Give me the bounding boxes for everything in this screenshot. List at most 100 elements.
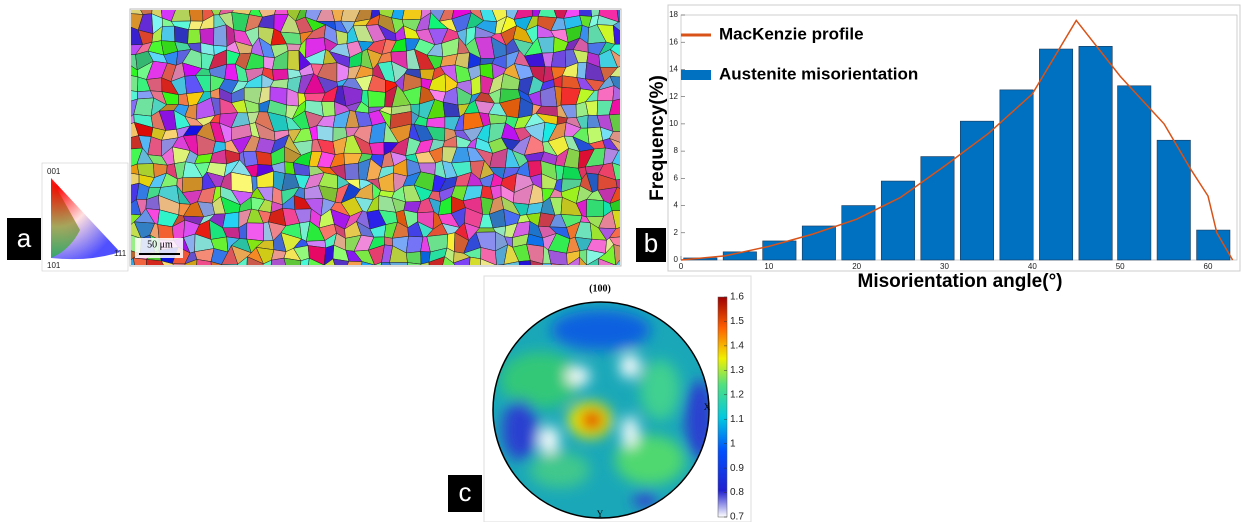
- bar: [802, 226, 835, 260]
- colorbar-tick-label: 0.7: [730, 512, 744, 522]
- colorbar: [718, 297, 727, 517]
- grain: [623, 257, 637, 274]
- legend-label: Austenite misorientation: [719, 64, 918, 83]
- grain: [322, 102, 335, 117]
- grain: [551, 50, 566, 67]
- x-tick-label: 50: [1116, 262, 1125, 271]
- y-tick-label: 12: [669, 92, 678, 101]
- colorbar-tick-label: 1.2: [730, 389, 744, 400]
- y-tick-label: 14: [669, 65, 678, 74]
- grain: [122, 55, 138, 70]
- ipf-label: 101: [47, 261, 61, 270]
- bar: [842, 206, 875, 260]
- ipf-label: 001: [47, 167, 61, 176]
- grain: [622, 165, 640, 180]
- colorbar-tick-label: 1.1: [730, 414, 744, 425]
- grain: [406, 236, 423, 253]
- grain: [621, 38, 642, 57]
- grain: [223, 212, 239, 228]
- grain: [624, 14, 643, 33]
- colorbar-tick-label: 1.5: [730, 316, 744, 327]
- grain: [627, 76, 638, 93]
- grain: [624, 191, 642, 198]
- grain: [256, 151, 272, 165]
- grain: [284, 258, 301, 277]
- grain: [384, 237, 393, 246]
- grain: [402, 1, 423, 20]
- colorbar-tick-label: 1.6: [730, 292, 744, 303]
- grain: [625, 98, 637, 115]
- y-axis-label: Frequency(%): [647, 75, 668, 201]
- panel-label: b: [644, 228, 658, 258]
- bar: [921, 157, 954, 260]
- bar: [1118, 86, 1151, 260]
- legend-label: MacKenzie profile: [719, 24, 864, 43]
- bar: [1079, 46, 1112, 260]
- grain: [200, 28, 214, 45]
- grain: [538, 5, 557, 18]
- grain: [623, 137, 635, 152]
- bar: [881, 181, 914, 260]
- panel-label: c: [459, 477, 472, 507]
- ipf-label: 111: [114, 249, 127, 258]
- grain: [519, 260, 532, 275]
- y-tick-label: 10: [669, 119, 678, 128]
- grain: [468, 257, 480, 278]
- grain: [626, 114, 642, 132]
- grain: [621, 49, 642, 64]
- grain: [133, 258, 147, 276]
- x-tick-label: 0: [679, 262, 684, 271]
- grain: [288, 50, 300, 70]
- bar: [1197, 230, 1230, 260]
- x-tick-label: 40: [1028, 262, 1037, 271]
- colorbar-tick-label: 1: [730, 438, 736, 449]
- x-axis-label: Misorientation angle(°): [858, 271, 1063, 292]
- y-tick-label: 4: [674, 201, 679, 210]
- grain: [272, 69, 288, 80]
- y-tick-label: 2: [674, 228, 679, 237]
- grain: [625, 62, 637, 77]
- bar: [1039, 49, 1072, 260]
- grain: [427, 117, 445, 128]
- colorbar-tick-label: 1.3: [730, 365, 744, 376]
- colorbar-tick-label: 0.9: [730, 463, 744, 474]
- x-tick-label: 30: [940, 262, 949, 271]
- colorbar-tick-label: 0.8: [730, 487, 744, 498]
- grain: [622, 4, 642, 21]
- grain: [623, 248, 638, 265]
- legend-swatch: [681, 70, 711, 80]
- grain: [624, 32, 642, 44]
- pole-figure-title: (100): [589, 283, 611, 294]
- grain: [333, 259, 349, 277]
- pole-axis-label: X: [704, 402, 711, 412]
- bar: [1000, 90, 1033, 260]
- grain: [586, 199, 603, 217]
- grain: [623, 123, 642, 144]
- bar: [1157, 140, 1190, 260]
- grain: [368, 91, 386, 108]
- x-tick-label: 60: [1204, 262, 1213, 271]
- grain: [317, 126, 333, 142]
- x-tick-label: 10: [764, 262, 773, 271]
- y-tick-label: 18: [669, 10, 678, 19]
- grain: [390, 262, 408, 276]
- grain: [274, 6, 288, 15]
- figure: a 001 101 111 50 μm b 024681012141618010…: [0, 0, 1242, 522]
- grain: [243, 151, 258, 166]
- grain: [161, 26, 175, 41]
- x-tick-label: 20: [852, 262, 861, 271]
- grain: [626, 147, 639, 168]
- y-tick-label: 6: [674, 173, 679, 182]
- grain-map: [121, 1, 643, 278]
- grain: [406, 252, 421, 265]
- grain: [214, 25, 227, 47]
- scale-bar-label: 50 μm: [147, 239, 173, 250]
- grain: [624, 197, 639, 217]
- grain: [247, 223, 264, 241]
- grain: [121, 2, 143, 14]
- grain: [625, 88, 638, 102]
- pole-axis-label: Y: [597, 509, 604, 519]
- colorbar-tick-label: 1.4: [730, 341, 744, 352]
- grain: [626, 211, 642, 229]
- grain: [345, 163, 359, 180]
